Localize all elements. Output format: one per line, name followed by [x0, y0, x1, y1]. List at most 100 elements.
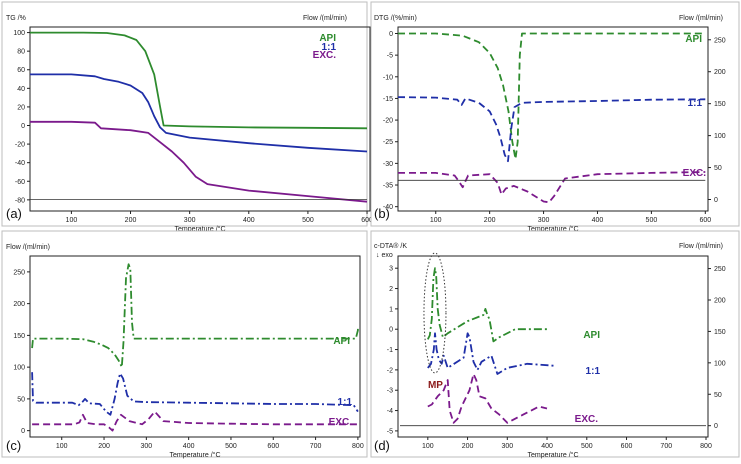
x-tick-label: 800 [700, 443, 712, 450]
y-right-tick-label: 150 [714, 101, 726, 108]
mp-ellipse [423, 252, 447, 374]
y-tick-label: 250 [13, 269, 25, 276]
legend-entry: API [333, 336, 350, 347]
y-tick-label: 20 [17, 104, 25, 111]
x-tick-label: 100 [66, 217, 78, 224]
y-tick-label: -60 [15, 179, 25, 186]
y-right-tick-label: 150 [714, 329, 726, 336]
panel-letter: (b) [374, 206, 390, 221]
x-tick-label: 200 [125, 217, 137, 224]
y-right-tick-label: 200 [714, 297, 726, 304]
x-tick-label: 200 [462, 443, 474, 450]
series-line-api [398, 32, 706, 160]
y-tick-label: -20 [383, 118, 393, 125]
panel-frame [370, 1, 740, 227]
series-line-exc [427, 373, 548, 424]
y-axis-sublabel: ↓ exo [376, 252, 393, 259]
series-line-api [31, 263, 359, 369]
panel-letter: (d) [374, 438, 390, 453]
x-tick-label: 100 [56, 443, 68, 450]
series-line-exc [30, 120, 368, 203]
x-tick-label: 400 [592, 217, 604, 224]
legend-entry: EXC. [313, 50, 337, 61]
y-right-tick-label: 200 [714, 69, 726, 76]
y-tick-label: 3 [389, 266, 393, 273]
x-axis-label: Temperature /°C [169, 451, 220, 459]
y-tick-label: -25 [383, 139, 393, 146]
x-axis-label: Temperature /°C [527, 225, 578, 233]
y-tick-label: -30 [383, 161, 393, 168]
x-tick-label: 400 [243, 217, 255, 224]
y-tick-label: -40 [15, 160, 25, 167]
y-tick-label: 200 [13, 301, 25, 308]
x-tick-label: 500 [225, 443, 237, 450]
x-tick-label: 600 [621, 443, 633, 450]
y-right-axis-label: Flow /(ml/min) [303, 15, 347, 22]
series-line-exc [398, 171, 706, 204]
annotation-label: MP [428, 380, 443, 391]
y-tick-label: -80 [15, 197, 25, 204]
x-tick-label: 300 [184, 217, 196, 224]
y-tick-label: 80 [17, 49, 25, 56]
x-axis-label: Temperature /°C [174, 225, 225, 233]
legend-entry: EXC. [575, 414, 599, 425]
x-tick-label: 300 [501, 443, 513, 450]
y-tick-label: 0 [389, 31, 393, 38]
y-tick-label: 40 [17, 86, 25, 93]
x-tick-label: 600 [267, 443, 279, 450]
series-line-exc [32, 410, 358, 432]
x-tick-label: 400 [183, 443, 195, 450]
y-tick-label: -20 [15, 142, 25, 149]
y-right-tick-label: 50 [714, 392, 722, 399]
y-right-tick-label: 250 [714, 266, 726, 273]
y-tick-label: -10 [383, 74, 393, 81]
legend-entry: 1:1 [688, 98, 703, 109]
y-tick-label: 0 [21, 428, 25, 435]
x-tick-label: 100 [430, 217, 442, 224]
x-tick-label: 800 [352, 443, 364, 450]
panel-frame [1, 230, 368, 458]
x-tick-label: 100 [422, 443, 434, 450]
y-tick-label: -5 [387, 428, 393, 435]
y-right-tick-label: 0 [714, 423, 718, 430]
y-right-tick-label: 0 [714, 197, 718, 204]
x-tick-label: 400 [541, 443, 553, 450]
x-tick-label: 200 [98, 443, 110, 450]
y-tick-label: 100 [13, 365, 25, 372]
x-tick-label: 700 [660, 443, 672, 450]
y-tick-label: -2 [387, 367, 393, 374]
x-tick-label: 300 [538, 217, 550, 224]
y-tick-label: 150 [13, 333, 25, 340]
series-line-11 [31, 372, 359, 416]
chart-panel-c: 100 200 300 400 500 600 700 800250200150100500F… [1, 230, 368, 459]
y-tick-label: -40 [383, 204, 393, 211]
y-tick-label: -3 [387, 388, 393, 395]
x-tick-label: 700 [310, 443, 322, 450]
chart-panel-d: 100 200 300 400 500 600 700 8003210-1-2-3-4-525… [370, 230, 740, 459]
x-tick-label: 500 [646, 217, 658, 224]
legend-entry: EXC. [683, 168, 707, 179]
plot-area [397, 26, 709, 212]
chart-panel-b: 100 200 300 400 500 600 0 -5 -10 -15 -20 -25 -30 -35 -… [370, 1, 740, 233]
y-tick-label: 2 [389, 286, 393, 293]
x-axis-label: Temperature /°C [527, 451, 578, 459]
y-tick-label: 60 [17, 67, 25, 74]
x-tick-label: 600 [699, 217, 711, 224]
plot-area [29, 26, 371, 212]
series-line-11 [427, 332, 556, 375]
plot-area [397, 255, 709, 438]
y-tick-label: 0 [389, 327, 393, 334]
panel-frame [370, 230, 740, 458]
legend-entry: 1:1 [338, 397, 353, 408]
y-tick-label: -35 [383, 183, 393, 190]
x-tick-label: 200 [484, 217, 496, 224]
legend-entry: EXC. [329, 417, 353, 428]
y-tick-label: -5 [387, 53, 393, 60]
legend-entry: 1:1 [322, 42, 337, 53]
panel-frame [1, 1, 368, 227]
y-tick-label: -15 [383, 96, 393, 103]
y-tick-label: -1 [387, 347, 393, 354]
plot-area [29, 255, 361, 438]
chart-panel-a: 100 200 300 400 500 600100806040200-20-40-60-… [1, 1, 388, 233]
panel-letter: (a) [6, 206, 22, 221]
